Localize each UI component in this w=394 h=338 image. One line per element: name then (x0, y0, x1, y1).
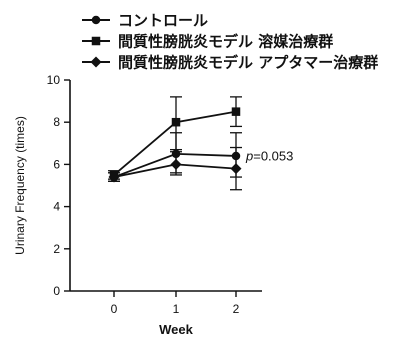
plot-area: 0 2 4 6 8 10 0 1 2 p=0.053 (47, 73, 294, 316)
series-layer (108, 96, 242, 191)
data-point-diamond (230, 163, 242, 175)
legend-label: 間質性膀胱炎モデル 溶媒治療群 (118, 33, 333, 51)
x-tick-label: 1 (173, 302, 180, 316)
y-ticks: 0 2 4 6 8 10 (47, 73, 70, 298)
y-tick-label: 4 (53, 200, 60, 214)
x-tick-label: 2 (233, 302, 240, 316)
data-point-square (171, 117, 181, 127)
legend-marker-square (91, 36, 101, 46)
data-point-square (231, 107, 241, 116)
y-axis-label: Urinary Frequency (times) (13, 116, 27, 255)
data-point-diamond (170, 158, 182, 170)
y-tick-label: 2 (53, 242, 60, 256)
legend-label: 間質性膀胱炎モデル アプタマー治療群 (118, 54, 378, 72)
x-ticks: 0 1 2 (111, 291, 240, 316)
legend-item-2: 間質性膀胱炎モデル 溶媒治療群 (82, 33, 333, 51)
legend-marker-circle (91, 15, 101, 25)
legend-marker-diamond (90, 56, 102, 68)
y-tick-label: 10 (47, 73, 61, 87)
x-tick-label: 0 (111, 302, 118, 316)
legend-item-1: コントロール (82, 12, 208, 30)
y-tick-label: 0 (53, 284, 60, 298)
annotation-p-value: p=0.053 (245, 149, 293, 164)
series-3 (108, 146, 242, 191)
legend-label: コントロール (118, 12, 208, 30)
data-point-diamond (108, 171, 120, 183)
y-tick-label: 8 (53, 115, 60, 129)
y-tick-label: 6 (53, 157, 60, 171)
legend-item-3: 間質性膀胱炎モデル アプタマー治療群 (82, 54, 378, 72)
x-axis-label: Week (159, 322, 193, 337)
